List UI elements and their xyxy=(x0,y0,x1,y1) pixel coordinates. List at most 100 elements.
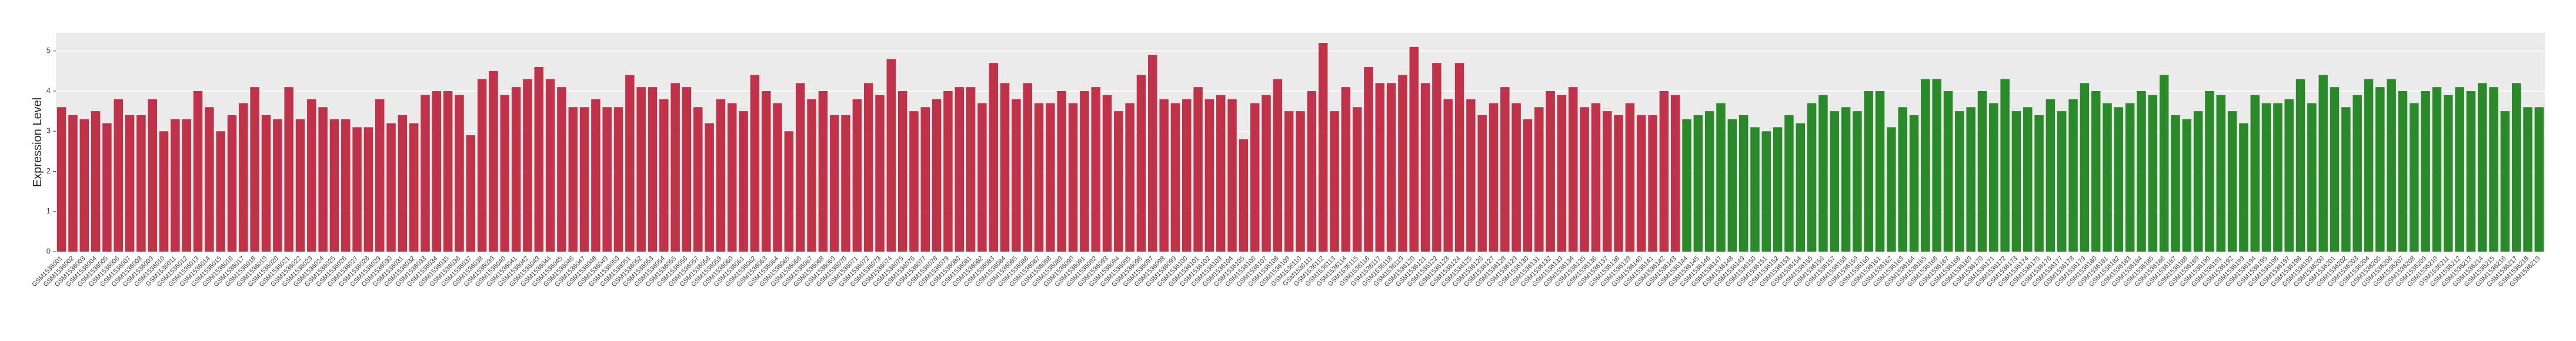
bar xyxy=(182,119,191,252)
bar xyxy=(318,107,328,252)
bar xyxy=(1284,111,1294,252)
bar xyxy=(193,91,203,252)
bar xyxy=(1932,79,1941,252)
bar xyxy=(2295,79,2305,252)
bar xyxy=(602,107,612,252)
bar xyxy=(159,131,169,252)
bar xyxy=(1807,103,1817,252)
bar xyxy=(2466,91,2476,252)
bar xyxy=(1625,103,1635,252)
bar xyxy=(2375,87,2385,252)
bar xyxy=(557,87,566,252)
bar xyxy=(1318,43,1328,252)
bar xyxy=(2432,87,2442,252)
bar xyxy=(977,103,987,252)
bar xyxy=(216,131,225,252)
bar xyxy=(2477,83,2487,252)
bar xyxy=(852,99,862,252)
bar xyxy=(136,115,146,252)
bar xyxy=(1136,75,1146,252)
bar xyxy=(2171,115,2180,252)
bar xyxy=(2523,107,2532,252)
bar xyxy=(1250,103,1260,252)
bar xyxy=(1796,123,1805,252)
bar xyxy=(500,95,510,252)
bar xyxy=(2410,103,2419,252)
bar xyxy=(466,135,476,252)
bar xyxy=(1614,115,1623,252)
bar xyxy=(886,59,896,252)
bar xyxy=(750,75,760,252)
bar xyxy=(2159,75,2169,252)
bar xyxy=(261,115,271,252)
bar xyxy=(1921,79,1930,252)
bar xyxy=(2182,119,2192,252)
bar xyxy=(807,99,816,252)
bar xyxy=(728,103,737,252)
bar xyxy=(1761,131,1771,252)
bar xyxy=(2273,103,2283,252)
y-tick-label: 0 xyxy=(46,246,51,255)
bar xyxy=(171,119,180,252)
bar xyxy=(1511,103,1521,252)
bar xyxy=(477,79,487,252)
bar xyxy=(1114,111,1123,252)
bar xyxy=(1000,83,1010,252)
y-tick-label: 5 xyxy=(46,46,51,55)
bar xyxy=(1398,75,1407,252)
bar xyxy=(2046,99,2056,252)
bar xyxy=(2023,107,2033,252)
bar xyxy=(227,115,237,252)
bar xyxy=(2364,79,2374,252)
bar xyxy=(1739,115,1749,252)
y-tick-label: 2 xyxy=(46,166,51,175)
bar xyxy=(739,111,748,252)
bar xyxy=(1830,111,1839,252)
bar xyxy=(284,87,293,252)
bar xyxy=(114,99,124,252)
bar xyxy=(1080,91,1089,252)
bar xyxy=(79,119,89,252)
y-axis-label: Expression Level xyxy=(31,98,44,187)
bar xyxy=(1239,139,1249,252)
bar xyxy=(432,91,442,252)
bar xyxy=(2193,111,2203,252)
bar xyxy=(2068,99,2078,252)
bar xyxy=(796,83,805,252)
bar xyxy=(1330,111,1339,252)
bar xyxy=(1432,63,1442,252)
bar xyxy=(1546,91,1555,252)
bar xyxy=(1204,99,1214,252)
bar xyxy=(443,91,453,252)
bar xyxy=(1534,107,1544,252)
bar xyxy=(1046,103,1055,252)
bar xyxy=(2011,111,2021,252)
bar xyxy=(1489,103,1499,252)
bar xyxy=(1853,111,1862,252)
bar xyxy=(2398,91,2408,252)
bar xyxy=(1875,91,1885,252)
bar xyxy=(1170,103,1180,252)
bar xyxy=(1193,87,1203,252)
bar xyxy=(670,83,680,252)
bar xyxy=(511,87,521,252)
bar xyxy=(818,91,828,252)
bar xyxy=(1034,103,1044,252)
bar xyxy=(1841,107,1851,252)
bar xyxy=(1057,91,1066,252)
bar xyxy=(91,111,101,252)
bar xyxy=(125,115,135,252)
bar xyxy=(1750,127,1760,252)
bar xyxy=(363,127,373,252)
bar xyxy=(352,127,362,252)
bar xyxy=(329,119,339,252)
bar xyxy=(1670,95,1680,252)
bar xyxy=(1409,46,1419,252)
bar xyxy=(1012,99,1021,252)
bar xyxy=(568,107,578,252)
bar xyxy=(1227,99,1237,252)
bar xyxy=(2250,95,2260,252)
bar xyxy=(1989,103,1998,252)
bar xyxy=(56,107,66,252)
bar xyxy=(1148,55,1157,252)
